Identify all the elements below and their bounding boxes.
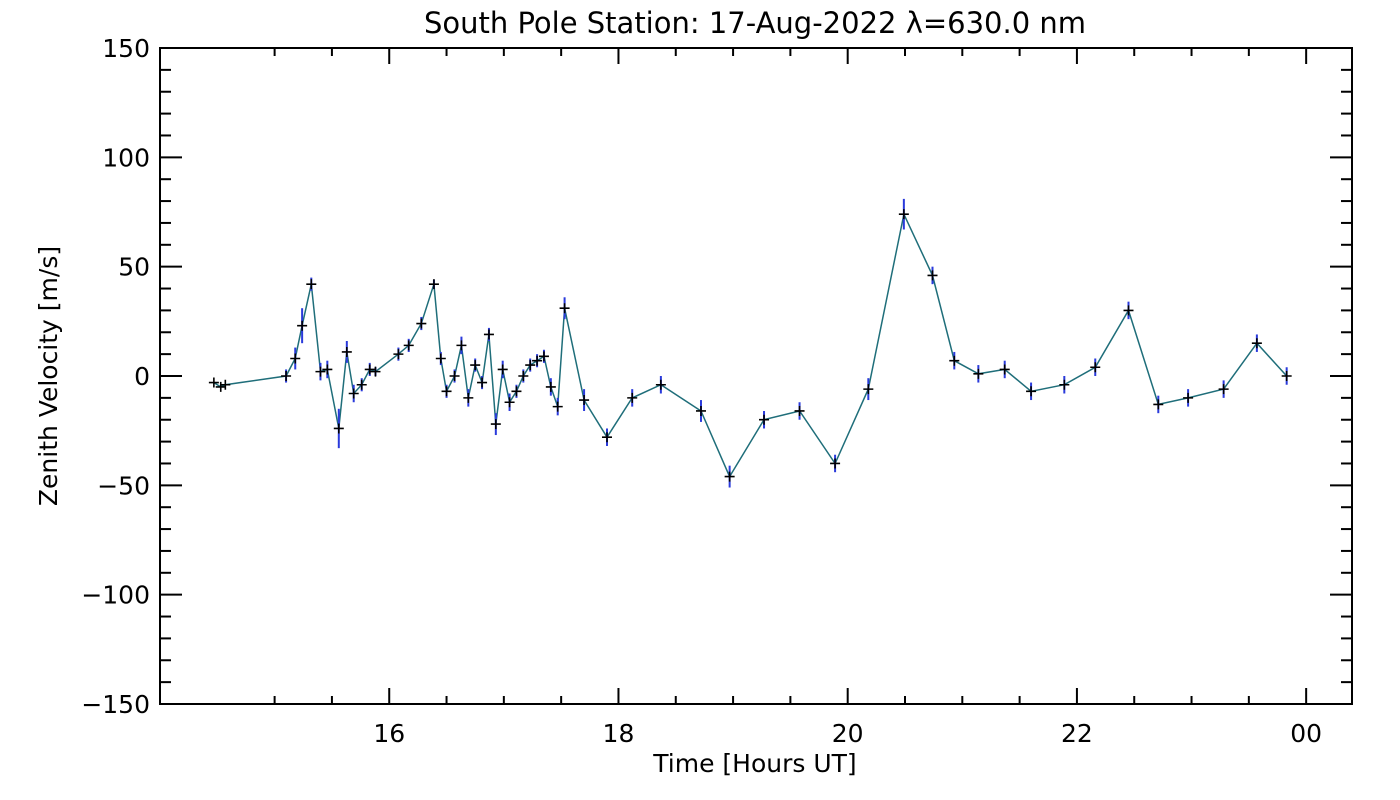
x-axis-label: Time [Hours UT] bbox=[652, 749, 856, 778]
data-point bbox=[370, 366, 381, 377]
data-point bbox=[364, 364, 375, 375]
data-point bbox=[333, 423, 344, 434]
data-point bbox=[416, 318, 427, 329]
y-tick-label: 100 bbox=[102, 143, 150, 172]
x-tick-label: 00 bbox=[1290, 719, 1322, 748]
data-point bbox=[463, 392, 474, 403]
data-point bbox=[441, 386, 452, 397]
data-point bbox=[695, 405, 706, 416]
data-point bbox=[306, 279, 317, 290]
y-tick-label: 0 bbox=[134, 362, 150, 391]
data-point bbox=[1218, 384, 1229, 395]
data-point bbox=[602, 432, 612, 443]
data-point bbox=[356, 379, 367, 390]
data-point bbox=[559, 303, 570, 314]
data-point bbox=[220, 379, 231, 390]
data-point bbox=[290, 353, 301, 364]
data-point bbox=[428, 279, 439, 290]
axes: 16 18 20 22 00 150 100 50 0 −50 −100 −150 bbox=[81, 34, 1352, 748]
data-point bbox=[999, 364, 1010, 375]
data-point bbox=[973, 368, 984, 379]
data-point bbox=[518, 371, 529, 381]
data-point bbox=[927, 270, 938, 281]
data-point bbox=[532, 355, 543, 366]
plot-frame bbox=[159, 47, 1353, 705]
data-point bbox=[470, 360, 481, 371]
data-point bbox=[403, 340, 414, 351]
data-point bbox=[949, 355, 960, 366]
data-point bbox=[1090, 362, 1101, 373]
data-point bbox=[830, 458, 841, 469]
data-point bbox=[1123, 305, 1134, 316]
data-point bbox=[1281, 371, 1292, 381]
data-point bbox=[297, 320, 308, 331]
y-tick-label: 50 bbox=[118, 253, 150, 282]
data-point bbox=[497, 364, 508, 375]
data-point bbox=[449, 371, 460, 381]
y-tick-label: −50 bbox=[97, 471, 150, 500]
data-point bbox=[456, 340, 467, 351]
data-point bbox=[552, 401, 563, 412]
data-point bbox=[579, 395, 590, 406]
data-point bbox=[525, 360, 536, 371]
data-point bbox=[490, 419, 501, 430]
data-point bbox=[504, 397, 515, 408]
plot-area bbox=[208, 198, 1292, 488]
data-point bbox=[724, 471, 735, 482]
x-tick-label: 20 bbox=[832, 719, 864, 748]
data-point bbox=[1153, 399, 1164, 410]
data-point bbox=[898, 209, 909, 220]
data-point bbox=[348, 388, 359, 399]
data-point bbox=[1183, 392, 1194, 403]
series-line bbox=[213, 211, 1288, 479]
data-point bbox=[477, 377, 488, 388]
data-point bbox=[511, 386, 522, 397]
x-tick-label: 16 bbox=[373, 719, 405, 748]
y-tick-label: −100 bbox=[81, 581, 150, 610]
data-point bbox=[483, 329, 494, 340]
x-tick-label: 22 bbox=[1061, 719, 1093, 748]
y-axis-label: Zenith Velocity [m/s] bbox=[34, 246, 63, 506]
data-point bbox=[655, 379, 666, 390]
data-point bbox=[538, 351, 549, 362]
data-point bbox=[393, 349, 404, 360]
data-point bbox=[794, 405, 805, 416]
data-point bbox=[1251, 338, 1262, 349]
data-point bbox=[627, 392, 638, 403]
data-point bbox=[215, 381, 226, 392]
data-point bbox=[208, 377, 219, 388]
data-point bbox=[435, 353, 446, 364]
data-point bbox=[315, 366, 326, 377]
data-point bbox=[545, 381, 556, 392]
data-point bbox=[281, 371, 292, 381]
data-point bbox=[322, 364, 333, 375]
chart-title: South Pole Station: 17-Aug-2022 λ=630.0 … bbox=[424, 6, 1086, 40]
y-tick-label: 150 bbox=[102, 34, 150, 63]
data-point bbox=[759, 414, 770, 425]
y-tick-label: −150 bbox=[81, 690, 150, 719]
data-point bbox=[863, 384, 874, 395]
x-tick-label: 18 bbox=[603, 719, 635, 748]
data-point bbox=[1026, 386, 1037, 397]
data-point bbox=[341, 346, 352, 357]
data-point bbox=[1059, 379, 1070, 390]
